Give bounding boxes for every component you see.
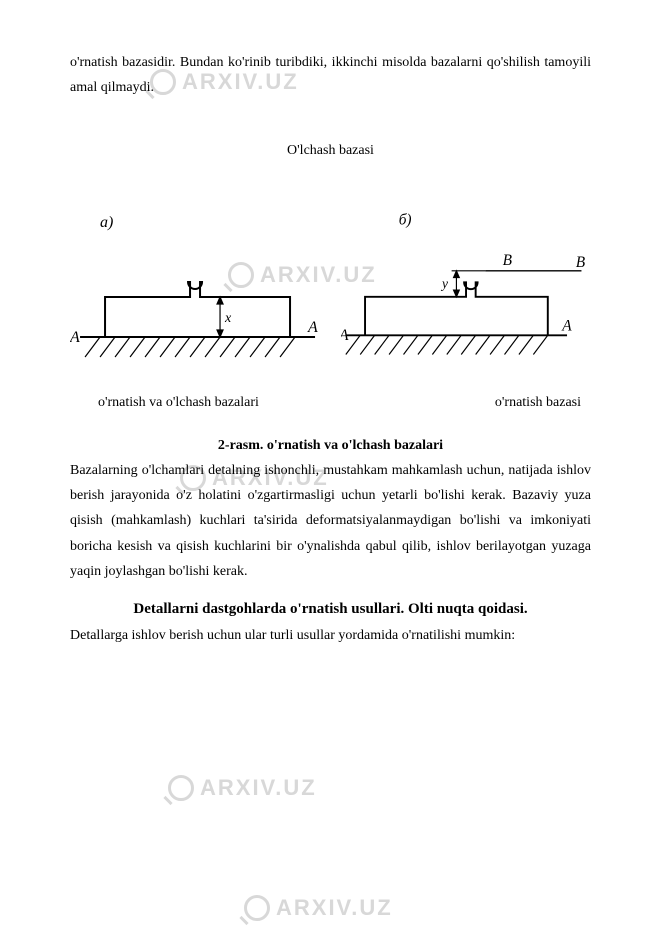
fig-a-tag: a) bbox=[100, 214, 113, 231]
watermark: ARXIV.UZ bbox=[168, 768, 317, 808]
fig-a-A-right: A bbox=[307, 319, 318, 336]
fig-a-dim-x: x bbox=[224, 311, 232, 326]
fig-b-B2: B bbox=[576, 254, 586, 271]
last-paragraph: Detallarga ishlov berish uchun ular turl… bbox=[70, 623, 591, 648]
figure-a: a) bbox=[70, 202, 320, 382]
fig-b-A-right: A bbox=[561, 317, 572, 334]
figure-caption-bold: 2-rasm. o'rnatish va o'lchash bazalari bbox=[70, 433, 591, 458]
figure-row: a) bbox=[70, 202, 591, 382]
caption-left: o'rnatish va o'lchash bazalari bbox=[70, 390, 259, 415]
fig-b-tag: б) bbox=[399, 211, 412, 228]
sub-heading: Detallarni dastgohlarda o'rnatish usulla… bbox=[70, 596, 591, 623]
watermark: ARXIV.UZ bbox=[244, 888, 393, 928]
fig-b-A-left: A bbox=[341, 327, 349, 344]
fig-a-A-left: A bbox=[70, 329, 80, 346]
fig-b-dim-y: y bbox=[440, 276, 448, 291]
caption-row: o'rnatish va o'lchash bazalari o'rnatish… bbox=[70, 390, 591, 415]
main-paragraph: Bazalarning o'lchamlari detalning ishonc… bbox=[70, 458, 591, 584]
olchash-bazasi-label: O'lchash bazasi bbox=[70, 138, 591, 163]
intro-paragraph: o'rnatish bazasidir. Bundan ko'rinib tur… bbox=[70, 50, 591, 100]
figure-b: б) bbox=[341, 202, 591, 382]
caption-right: o'rnatish bazasi bbox=[495, 390, 591, 415]
fig-b-B1: B bbox=[503, 252, 513, 269]
